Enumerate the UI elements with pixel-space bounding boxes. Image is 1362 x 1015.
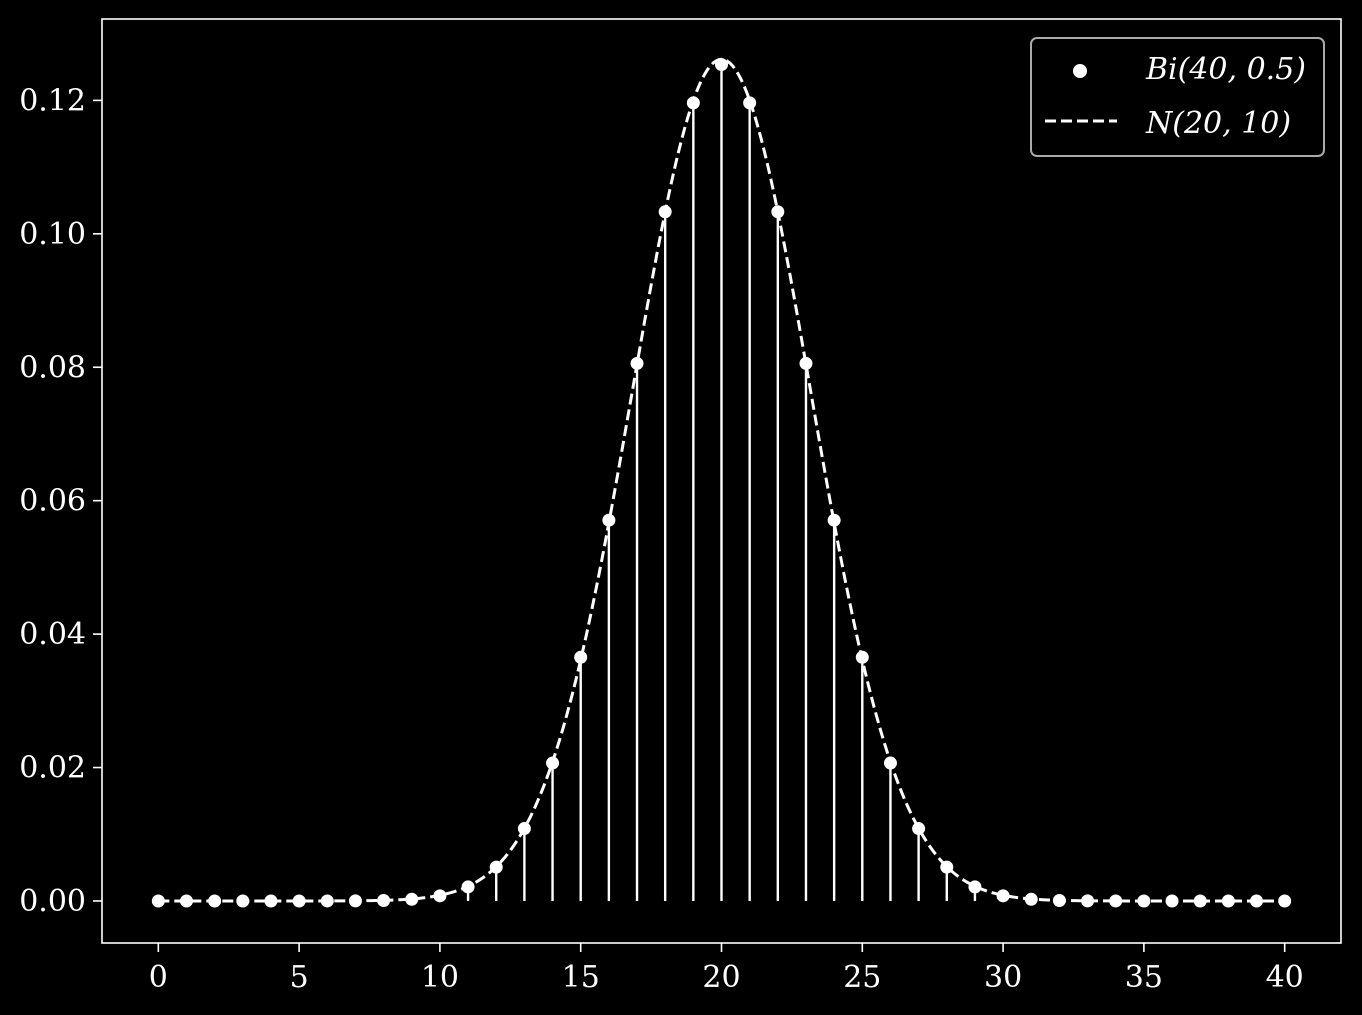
legend-label-binomial: Bi(40, 0.5) (1145, 52, 1306, 87)
x-tick-label: 25 (843, 960, 881, 995)
x-tick-label: 20 (702, 960, 740, 995)
binomial-point (743, 96, 757, 110)
binomial-points-group (151, 58, 1292, 908)
binomial-point (179, 894, 193, 908)
binomial-point (883, 756, 897, 770)
x-tick-label: 10 (421, 960, 459, 995)
binomial-point (264, 894, 278, 908)
binomial-point (1024, 892, 1038, 906)
x-tick-label: 0 (149, 960, 168, 995)
binomial-point (461, 880, 475, 894)
binomial-point (574, 650, 588, 664)
x-tick-label: 15 (562, 960, 600, 995)
binomial-point (940, 860, 954, 874)
binomial-point (1193, 894, 1207, 908)
binomial-point (686, 96, 700, 110)
binomial-point (1081, 894, 1095, 908)
binomial-point (208, 894, 222, 908)
binomial-point (827, 513, 841, 527)
binomial-point (377, 894, 391, 908)
y-tick-label: 0.00 (19, 884, 86, 919)
y-tick-label: 0.02 (19, 751, 86, 786)
legend-box (1030, 37, 1325, 157)
binomial-point (348, 894, 362, 908)
binomial-point (1221, 894, 1235, 908)
x-axis: 0 5 10 15 20 25 30 35 40 (149, 943, 1304, 995)
x-tick-label: 40 (1266, 960, 1304, 995)
binomial-point (433, 889, 447, 903)
binomial-point (151, 894, 165, 908)
binomial-point (658, 205, 672, 219)
x-tick-label: 5 (290, 960, 309, 995)
binomial-point (320, 894, 334, 908)
binomial-point (1165, 894, 1179, 908)
binomial-point (1052, 894, 1066, 908)
binomial-point (602, 513, 616, 527)
legend: Bi(40, 0.5) N(20, 10) (1030, 37, 1325, 157)
y-tick-label: 0.12 (19, 83, 86, 118)
binomial-point (799, 356, 813, 370)
binomial-point (912, 822, 926, 836)
binomial-point (715, 58, 728, 72)
binomial-point (236, 894, 250, 908)
x-tick-label: 30 (984, 960, 1022, 995)
binomial-point (1250, 894, 1264, 908)
binomial-point (546, 756, 560, 770)
legend-marker-binomial (1073, 64, 1087, 78)
binomial-point (405, 892, 419, 906)
y-tick-label: 0.04 (19, 617, 86, 652)
y-tick-label: 0.10 (19, 217, 86, 252)
binomial-point (968, 880, 982, 894)
binomial-point (855, 650, 869, 664)
legend-label-normal: N(20, 10) (1145, 106, 1291, 141)
binomial-point (1137, 894, 1151, 908)
x-tick-label: 35 (1125, 960, 1163, 995)
binomial-point (292, 894, 306, 908)
binomial-point (1278, 894, 1292, 908)
binomial-point (489, 860, 503, 874)
y-axis: 0.00 0.02 0.04 0.06 0.08 0.10 0.12 (19, 83, 102, 919)
binomial-point (996, 889, 1010, 903)
binomial-point (1109, 894, 1123, 908)
binomial-point (630, 356, 644, 370)
binomial-point (771, 205, 785, 219)
binomial-point (517, 822, 531, 836)
y-tick-label: 0.08 (19, 350, 86, 385)
y-tick-label: 0.06 (19, 484, 86, 519)
